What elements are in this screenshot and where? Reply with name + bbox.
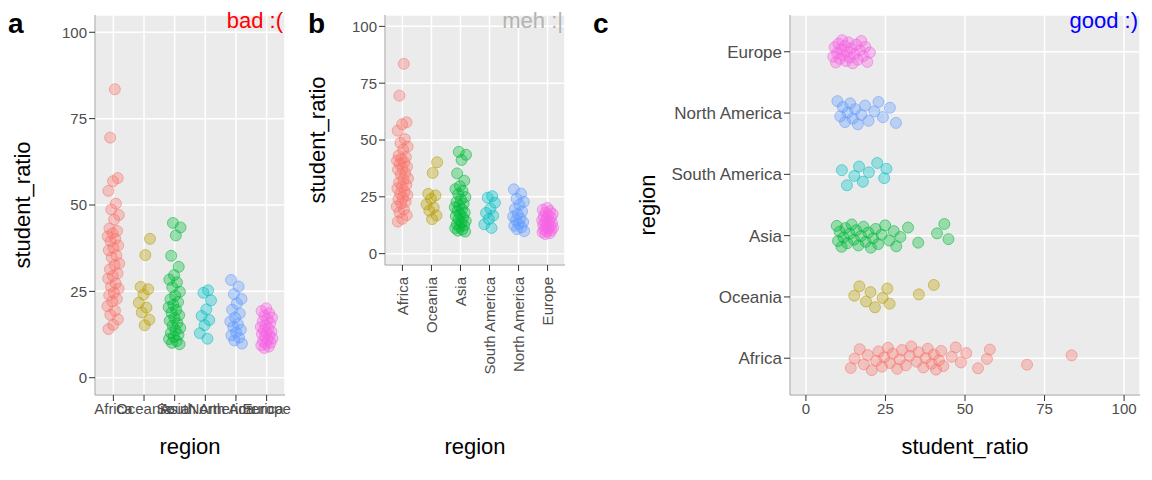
- svg-text:0: 0: [369, 245, 377, 262]
- svg-text:75: 75: [360, 75, 377, 92]
- svg-text:Africa: Africa: [94, 399, 133, 417]
- svg-text:North America: North America: [674, 104, 782, 123]
- html-text:meh :|: meh :|: [502, 8, 563, 33]
- svg-text:25: 25: [877, 400, 894, 417]
- svg-text:25: 25: [360, 188, 377, 205]
- html-text:a: a: [8, 8, 24, 39]
- svg-text:Africa: Africa: [394, 276, 411, 315]
- svg-text:0: 0: [79, 369, 87, 386]
- svg-text:50: 50: [957, 400, 974, 417]
- svg-text:75: 75: [1036, 400, 1053, 417]
- html-text:student_ratio: student_ratio: [10, 141, 35, 269]
- svg-text:100: 100: [1112, 400, 1137, 417]
- svg-text:50: 50: [70, 196, 87, 213]
- svg-text:100: 100: [352, 18, 377, 35]
- svg-text:North America: North America: [510, 276, 527, 372]
- html-text:region: region: [159, 434, 221, 459]
- svg-text:Oceania: Oceania: [719, 288, 783, 307]
- svg-text:Oceania: Oceania: [423, 276, 440, 333]
- svg-text:0: 0: [802, 400, 810, 417]
- svg-text:Europe: Europe: [242, 400, 290, 417]
- html-text:bad :(: bad :(: [226, 8, 283, 33]
- svg-text:Europe: Europe: [727, 43, 782, 62]
- svg-text:South America: South America: [481, 276, 498, 374]
- html-text:region: region: [444, 434, 506, 459]
- html-text:b: b: [308, 8, 326, 39]
- svg-text:North America: North America: [188, 399, 284, 417]
- html-text:region: region: [635, 174, 660, 236]
- svg-text:50: 50: [360, 131, 377, 148]
- svg-text:Asia: Asia: [452, 276, 469, 306]
- html-text:c: c: [593, 8, 609, 39]
- svg-text:Europe: Europe: [539, 277, 556, 325]
- svg-text:South America: South America: [671, 165, 782, 184]
- svg-text:75: 75: [70, 110, 87, 127]
- svg-text:25: 25: [70, 283, 87, 300]
- html-text:student_ratio: student_ratio: [305, 76, 330, 204]
- html-text:student_ratio: student_ratio: [901, 434, 1029, 459]
- svg-text:Africa: Africa: [739, 349, 783, 368]
- svg-text:Asia: Asia: [749, 227, 783, 246]
- svg-text:100: 100: [62, 24, 87, 41]
- html-text:good :): good :): [1069, 8, 1138, 33]
- svg-text:Oceania: Oceania: [116, 399, 172, 417]
